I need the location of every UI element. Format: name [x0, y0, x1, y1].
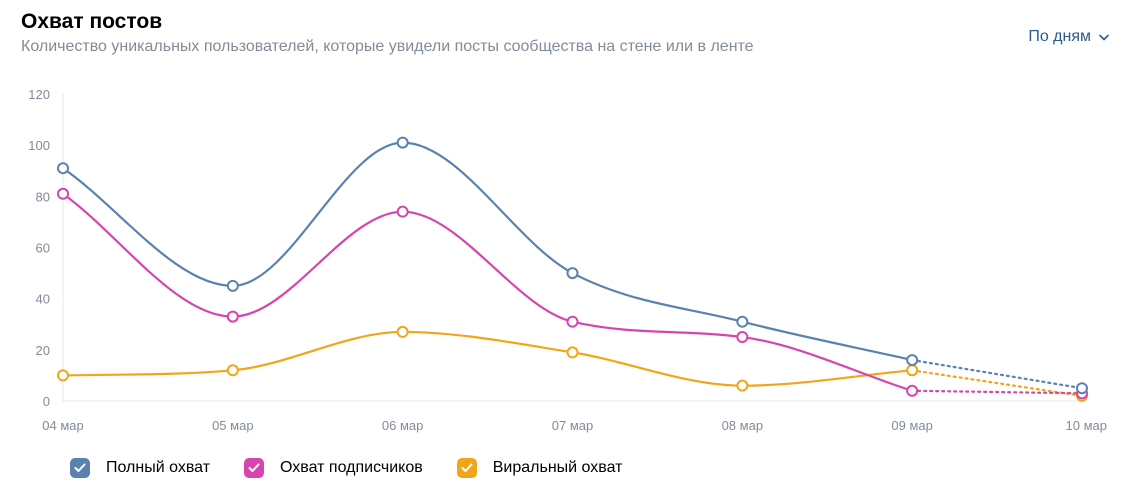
data-point[interactable] [736, 379, 749, 392]
checkbox-checked-icon[interactable] [70, 458, 90, 478]
data-point[interactable] [906, 364, 919, 377]
x-tick-label: 05 мар [212, 418, 253, 433]
series-line [62, 192, 913, 392]
x-tick-label: 07 мар [552, 418, 593, 433]
data-point[interactable] [736, 315, 749, 328]
legend-label: Виральный охват [492, 459, 623, 476]
data-point[interactable] [906, 384, 919, 397]
data-point[interactable] [396, 205, 409, 218]
legend-label: Полный охват [106, 459, 211, 476]
y-tick-label: 120 [28, 87, 50, 102]
chart-subtitle: Количество уникальных пользователей, кот… [21, 38, 754, 55]
y-tick-label: 80 [36, 189, 50, 204]
data-point[interactable] [736, 331, 749, 344]
chart-title: Охват постов [21, 10, 163, 33]
checkbox-checked-icon[interactable] [244, 458, 265, 478]
series-line [62, 141, 913, 362]
data-point[interactable] [57, 369, 69, 382]
legend-item-viral-reach[interactable]: Виральный охват [456, 458, 623, 478]
line-chart: 0 20 40 60 80 100 120 04 мар 05 мар 06 мар 07 мар 0… [28, 87, 1107, 433]
period-dropdown[interactable]: По дням [1028, 28, 1109, 46]
legend-item-full-reach[interactable]: Полный охват [70, 458, 210, 478]
data-point[interactable] [566, 267, 579, 280]
chart-legend: Полный охват Охват подписчиков Виральный… [70, 458, 656, 478]
data-point[interactable] [566, 346, 579, 359]
series-forecast-line [911, 369, 1084, 397]
checkbox-checked-icon[interactable] [456, 458, 477, 478]
x-tick-label: 10 мар [1066, 418, 1107, 433]
y-tick-label: 60 [36, 241, 50, 256]
x-tick-label: 06 мар [382, 418, 423, 433]
data-point[interactable] [566, 315, 579, 328]
x-tick-label: 09 мар [891, 418, 932, 433]
data-point[interactable] [396, 136, 409, 149]
data-point[interactable] [57, 187, 69, 200]
data-point[interactable] [57, 162, 69, 175]
chevron-down-icon [1099, 34, 1109, 40]
legend-item-subscriber-reach[interactable]: Охват подписчиков [244, 458, 423, 478]
y-tick-label: 0 [43, 394, 50, 409]
data-point[interactable] [226, 310, 239, 323]
period-dropdown-label: По дням [1028, 28, 1091, 45]
data-point[interactable] [226, 279, 239, 292]
y-tick-label: 40 [36, 292, 50, 307]
series-forecast-line [911, 389, 1084, 395]
x-tick-label: 08 мар [722, 418, 763, 433]
data-point[interactable] [226, 364, 239, 377]
series-forecast-line [911, 358, 1084, 390]
data-point[interactable] [396, 325, 409, 338]
y-tick-label: 100 [28, 138, 50, 153]
y-tick-label: 20 [36, 343, 50, 358]
series-line [62, 330, 913, 387]
data-point[interactable] [1076, 382, 1088, 395]
x-tick-label: 04 мар [42, 418, 83, 433]
legend-label: Охват подписчиков [280, 459, 423, 476]
data-point[interactable] [906, 354, 919, 367]
